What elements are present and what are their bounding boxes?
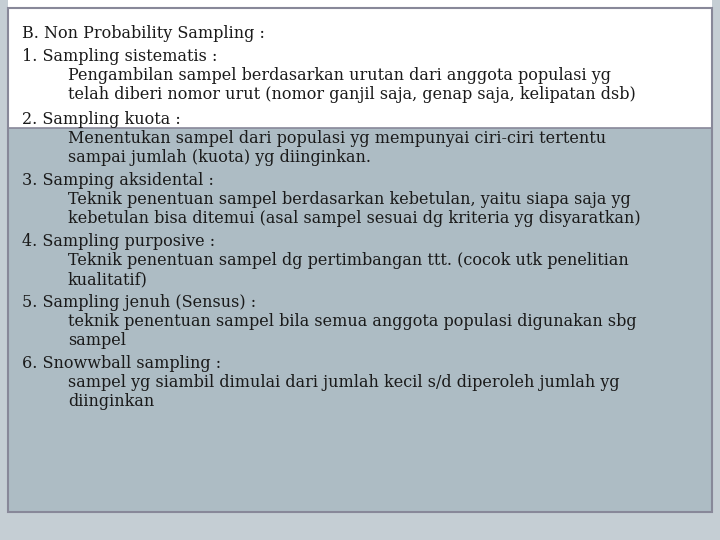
Text: teknik penentuan sampel bila semua anggota populasi digunakan sbg: teknik penentuan sampel bila semua anggo… — [68, 313, 636, 330]
Bar — [8, 128, 712, 512]
Text: Menentukan sampel dari populasi yg mempunyai ciri-ciri tertentu: Menentukan sampel dari populasi yg mempu… — [68, 130, 606, 147]
Text: B. Non Probability Sampling :: B. Non Probability Sampling : — [22, 25, 265, 42]
Text: Teknik penentuan sampel berdasarkan kebetulan, yaitu siapa saja yg: Teknik penentuan sampel berdasarkan kebe… — [68, 191, 631, 208]
Text: 5. Sampling jenuh (Sensus) :: 5. Sampling jenuh (Sensus) : — [22, 294, 256, 311]
Text: 2. Sampling kuota :: 2. Sampling kuota : — [22, 111, 181, 128]
Text: kualitatif): kualitatif) — [68, 271, 148, 288]
Bar — [8, 0, 712, 128]
Text: Pengambilan sampel berdasarkan urutan dari anggota populasi yg: Pengambilan sampel berdasarkan urutan da… — [68, 67, 611, 84]
Text: sampai jumlah (kuota) yg diinginkan.: sampai jumlah (kuota) yg diinginkan. — [68, 149, 371, 166]
Text: 6. Snowwball sampling :: 6. Snowwball sampling : — [22, 355, 221, 372]
Text: kebetulan bisa ditemui (asal sampel sesuai dg kriteria yg disyaratkan): kebetulan bisa ditemui (asal sampel sesu… — [68, 210, 641, 227]
Text: 1. Sampling sistematis :: 1. Sampling sistematis : — [22, 48, 217, 65]
Text: 3. Samping aksidental :: 3. Samping aksidental : — [22, 172, 214, 189]
Text: sampel yg siambil dimulai dari jumlah kecil s/d diperoleh jumlah yg: sampel yg siambil dimulai dari jumlah ke… — [68, 374, 620, 391]
Text: telah diberi nomor urut (nomor ganjil saja, genap saja, kelipatan dsb): telah diberi nomor urut (nomor ganjil sa… — [68, 86, 636, 103]
Text: sampel: sampel — [68, 332, 126, 349]
Text: Teknik penentuan sampel dg pertimbangan ttt. (cocok utk penelitian: Teknik penentuan sampel dg pertimbangan … — [68, 252, 629, 269]
Text: 4. Sampling purposive :: 4. Sampling purposive : — [22, 233, 215, 250]
Text: diinginkan: diinginkan — [68, 393, 154, 410]
